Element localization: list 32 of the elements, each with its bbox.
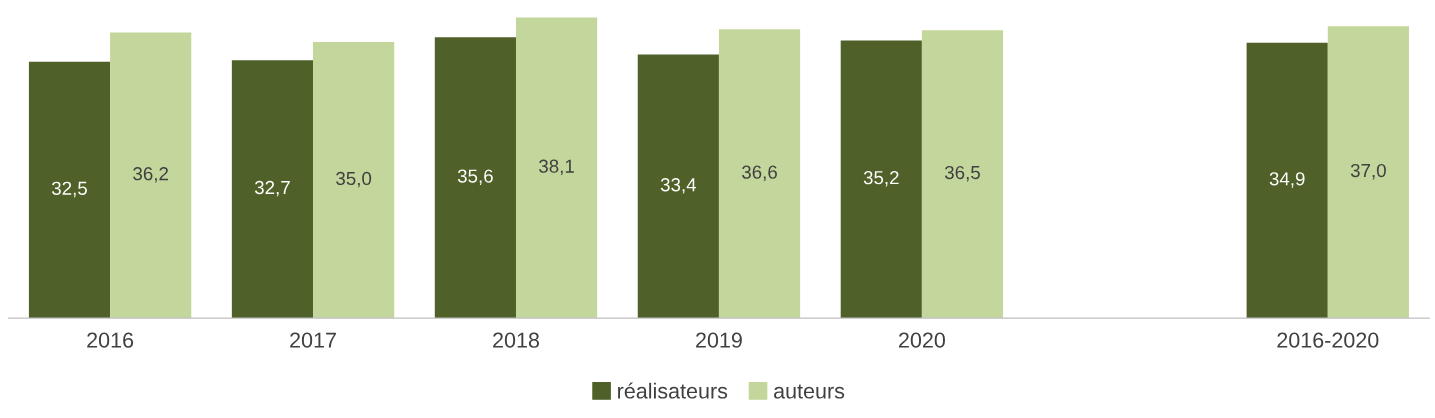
bar	[840, 40, 922, 319]
bar	[231, 60, 314, 319]
bar	[434, 37, 516, 319]
bar	[28, 61, 111, 319]
legend-label: réalisateurs	[618, 382, 728, 399]
data-label: 35,0	[336, 171, 372, 188]
data-label: 34,9	[1269, 172, 1305, 188]
x-tick-label: 2020	[899, 332, 945, 348]
bar	[921, 30, 1004, 319]
data-label: 36,6	[742, 165, 777, 181]
data-label: 36,2	[133, 167, 168, 183]
bar	[515, 17, 598, 319]
x-tick-label: 2016	[87, 332, 134, 348]
data-label: 32,5	[51, 181, 87, 198]
data-label: 32,7	[254, 180, 290, 197]
x-tick-label: 2019	[696, 332, 742, 348]
bar	[1327, 26, 1409, 319]
x-tick-label: 2017	[290, 332, 336, 348]
legend-label: auteurs	[774, 384, 845, 399]
data-label: 35,2	[863, 171, 899, 187]
data-label: 33,4	[660, 178, 697, 194]
x-tick-label: 2018	[493, 332, 539, 348]
data-label: 38,1	[539, 159, 574, 176]
x-tick-label: 2016-2020	[1277, 332, 1379, 348]
bar	[637, 54, 719, 319]
bar	[313, 41, 395, 319]
data-label: 37,0	[1350, 163, 1386, 180]
data-label: 36,5	[944, 165, 980, 182]
bar	[1246, 42, 1328, 319]
bar	[110, 32, 192, 319]
data-label: 35,6	[457, 169, 493, 185]
bar	[718, 29, 801, 319]
